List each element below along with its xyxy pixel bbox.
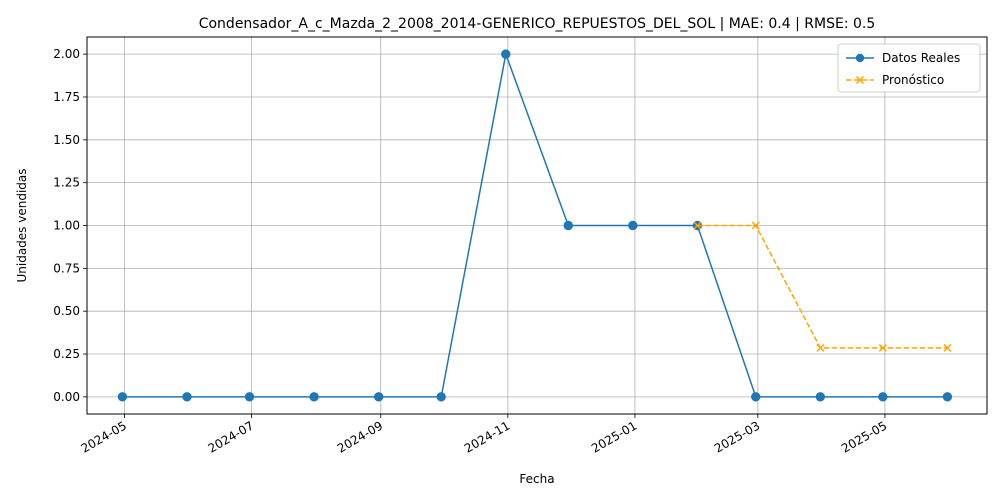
data-point-datos-reales bbox=[815, 392, 826, 402]
data-point-datos-reales bbox=[309, 392, 319, 402]
marker-stroke bbox=[751, 221, 760, 230]
legend-entry: Pronóstico bbox=[846, 73, 944, 87]
y-tick-label: 0.00 bbox=[53, 390, 80, 404]
y-tick-label: 1.50 bbox=[53, 133, 80, 147]
legend-marker bbox=[855, 75, 865, 85]
data-point-datos-reales bbox=[117, 392, 128, 402]
legend-label: Pronóstico bbox=[882, 73, 944, 87]
data-point-datos-reales bbox=[563, 220, 573, 231]
marker-stroke bbox=[816, 343, 825, 352]
data-point-datos-reales bbox=[628, 220, 638, 231]
data-point-pronostico bbox=[816, 343, 825, 352]
x-axis-label: Fecha bbox=[519, 472, 554, 486]
data-point-datos-reales bbox=[942, 392, 953, 402]
legend-entry: Datos Reales bbox=[846, 51, 960, 65]
chart-title: Condensador_A_c_Mazda_2_2008_2014-GENERI… bbox=[199, 16, 876, 32]
y-tick-label: 1.75 bbox=[53, 90, 80, 104]
y-tick-label: 1.00 bbox=[53, 219, 80, 233]
marker-stroke bbox=[943, 343, 952, 352]
data-point-pronostico bbox=[693, 221, 702, 230]
grid bbox=[87, 37, 987, 414]
legend-label: Datos Reales bbox=[882, 51, 960, 65]
legend: Datos Reales Pronóstico bbox=[837, 43, 981, 93]
marker-stroke bbox=[878, 343, 887, 352]
data-point-datos-reales bbox=[501, 49, 511, 59]
y-axis-label: Unidades vendidas bbox=[15, 168, 29, 282]
data-point-datos-reales bbox=[244, 392, 255, 402]
data-point-datos-reales bbox=[436, 392, 446, 402]
data-point-datos-reales bbox=[373, 392, 384, 402]
y-tick-label: 0.75 bbox=[53, 261, 80, 275]
series-layer bbox=[117, 49, 953, 402]
y-tick-label: 1.25 bbox=[53, 176, 80, 190]
series-line-datos-reales bbox=[122, 51, 948, 398]
y-tick-label: 2.00 bbox=[53, 47, 80, 61]
data-point-pronostico bbox=[943, 343, 952, 352]
marker-stroke bbox=[693, 221, 702, 230]
legend-marker bbox=[855, 53, 865, 63]
data-point-datos-reales bbox=[182, 392, 192, 402]
data-point-datos-reales bbox=[751, 392, 761, 402]
y-tick-label: 0.50 bbox=[53, 304, 80, 318]
data-point-pronostico bbox=[751, 221, 760, 230]
data-point-datos-reales bbox=[878, 392, 888, 402]
data-point-pronostico bbox=[878, 343, 887, 352]
y-tick-label: 0.25 bbox=[53, 347, 80, 361]
